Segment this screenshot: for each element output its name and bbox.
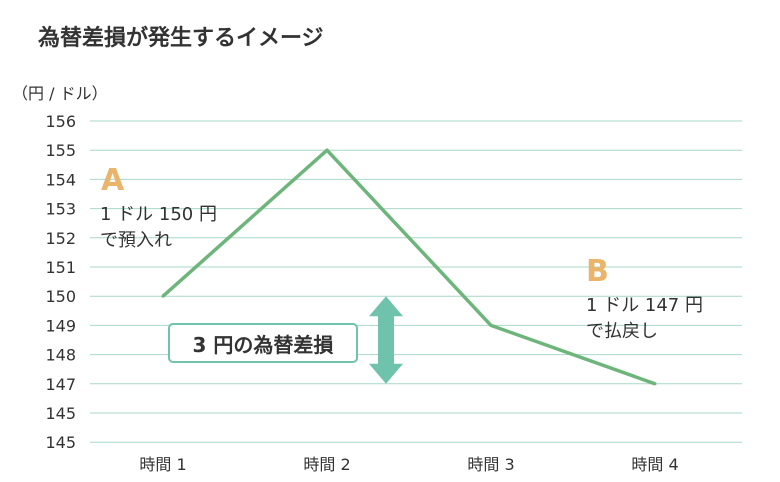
y-tick-label: 145 [45, 433, 76, 452]
double-arrow-icon [369, 296, 403, 384]
x-tick-labels: 時間 1 時間 2 時間 3 時間 4 [139, 455, 678, 474]
y-tick-label: 153 [45, 200, 76, 219]
y-tick-label: 154 [45, 170, 76, 189]
y-tick-label: 155 [45, 141, 76, 160]
data-point [325, 148, 329, 152]
x-tick-label: 時間 2 [303, 455, 350, 474]
data-point [161, 294, 165, 298]
x-tick-label: 時間 1 [139, 455, 186, 474]
data-point [653, 382, 657, 386]
y-tick-label: 150 [45, 287, 76, 306]
annotation-b-text: 1 ドル 147 円 で払戻し [586, 293, 703, 345]
chart-title: 為替差損が発生するイメージ [38, 26, 324, 51]
data-point [489, 323, 493, 327]
y-tick-label: 148 [45, 346, 76, 365]
y-tick-label: 156 [45, 112, 76, 131]
annotation-b-line2: で払戻し [586, 321, 658, 342]
loss-label: 3 円の為替差損 [192, 332, 334, 357]
y-tick-label: 145 [45, 404, 76, 423]
y-axis-label: （円 / ドル） [12, 84, 108, 103]
y-tick-label: 147 [45, 375, 76, 394]
x-tick-label: 時間 3 [467, 455, 514, 474]
annotation-a-letter: A [101, 163, 125, 198]
annotation-a-line2: で預入れ [100, 230, 172, 251]
y-tick-labels: 156 155 154 153 152 151 150 149 148 147 145 145 [45, 112, 76, 452]
loss-arrow [369, 296, 403, 384]
annotation-a-line1: 1 ドル 150 円 [100, 204, 217, 225]
y-tick-label: 151 [45, 258, 76, 277]
annotation-b-letter: B [586, 254, 609, 289]
gridlines [90, 120, 742, 443]
series-lines [161, 148, 657, 386]
x-tick-label: 時間 4 [631, 455, 678, 474]
annotation-a-text: 1 ドル 150 円 で預入れ [100, 202, 217, 254]
loss-label-box: 3 円の為替差損 [168, 323, 358, 363]
annotation-b-line1: 1 ドル 147 円 [586, 295, 703, 316]
y-tick-label: 149 [45, 316, 76, 335]
y-tick-label: 152 [45, 229, 76, 248]
series-line [161, 148, 656, 386]
